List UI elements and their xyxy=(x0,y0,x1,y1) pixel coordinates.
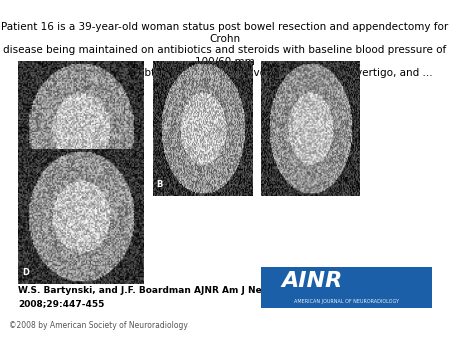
Text: AMERICAN JOURNAL OF NEURORADIOLOGY: AMERICAN JOURNAL OF NEURORADIOLOGY xyxy=(294,299,399,304)
Text: Patient 16 is a 39-year-old woman status post bowel resection and appendectomy f: Patient 16 is a 39-year-old woman status… xyxy=(1,22,449,78)
Text: W.S. Bartynski, and J.F. Boardman AJNR Am J Neuroradiol: W.S. Bartynski, and J.F. Boardman AJNR A… xyxy=(18,286,308,295)
Text: B: B xyxy=(156,180,162,189)
Text: ©2008 by American Society of Neuroradiology: ©2008 by American Society of Neuroradiol… xyxy=(9,320,188,330)
Text: AINR: AINR xyxy=(282,271,343,291)
Text: A: A xyxy=(22,179,30,189)
Text: B: B xyxy=(158,179,165,189)
Text: D: D xyxy=(22,267,31,277)
Text: D: D xyxy=(22,268,29,277)
Text: A: A xyxy=(22,180,28,189)
FancyBboxPatch shape xyxy=(261,267,432,308)
Text: 2008;29:447-455: 2008;29:447-455 xyxy=(18,299,104,308)
